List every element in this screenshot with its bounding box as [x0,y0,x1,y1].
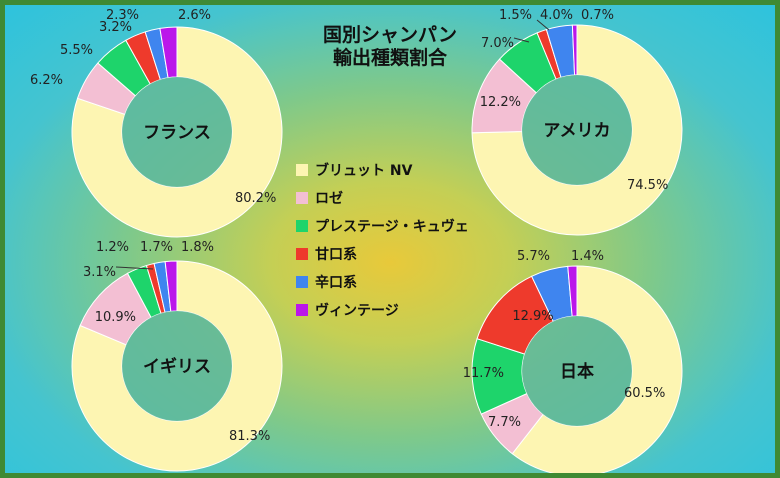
donut-hole [522,316,632,426]
data-label: 1.8% [181,240,214,255]
donut-charts: フランス 80.2% 6.2% 5.5% 3.2%2.3% 2.6% アメリカ 74.5% 12… [30,8,683,473]
legend-label: ヴィンテージ [315,302,399,319]
donut-center-label: アメリカ [543,121,610,141]
data-label: 3.1% [83,265,116,280]
leader-line [536,19,550,31]
legend-item-2: ロゼ [296,190,343,207]
data-label: 1.7% [140,240,173,255]
legend-swatch [296,220,308,232]
donut-hole [122,77,232,187]
legend-item-5: 辛口系 [296,274,357,291]
data-label: 7.0% [481,36,514,51]
data-label: 11.7% [463,366,504,381]
data-label: 1.4% [571,249,604,264]
data-label: 2.3% [106,8,139,23]
data-label: 80.2% [235,191,276,206]
chart-title-line-1: 国別シャンパン [323,24,457,46]
legend-label: ロゼ [315,190,343,207]
legend-item-4: 甘口系 [296,246,357,263]
data-label: 2.6% [178,8,211,23]
legend-label: 甘口系 [315,246,357,263]
data-label: 7.7% [488,415,521,430]
donut-4: 日本 60.5% 7.7% 11.7% 12.9% 5.7% 1.4% [463,249,683,473]
chart-title-line-2: 輸出種類割合 [333,46,448,69]
legend-swatch [296,192,308,204]
data-label: 60.5% [624,386,665,401]
legend-swatch [296,164,308,176]
data-label: 81.3% [229,429,270,444]
donut-center-label: イギリス [143,357,211,377]
legend-label: プレステージ・キュヴェ [315,218,469,235]
donut-3: イギリス 81.3% 10.9% 3.1% 1.2% 1.7% 1.8% [71,240,283,472]
data-label: 5.5% [60,43,93,58]
legend-swatch [296,304,308,316]
legend-swatch [296,276,308,288]
data-label: 0.7% [581,8,614,23]
data-label: 10.9% [95,310,136,325]
data-label: 1.2% [96,240,129,255]
donut-center-label: フランス [143,123,211,143]
chart-canvas: 国別シャンパン 輸出種類割合 フランス 80.2% 6.2% 5.5% 3.2%2.3%… [30,8,683,473]
legend-item-3: プレステージ・キュヴェ [296,218,469,235]
leader-line [115,266,154,270]
data-label: 4.0% [540,8,573,23]
legend-swatch [296,248,308,260]
legend-label: 辛口系 [315,274,357,291]
donut-center-label: 日本 [560,361,594,382]
donut-2: アメリカ 74.5% 12.2% 7.0% 1.5% 4.0% 0.7% [471,8,683,236]
data-label: 1.5% [499,8,532,23]
donut-1: フランス 80.2% 6.2% 5.5% 3.2%2.3% 2.6% [30,8,283,238]
legend-item-1: ブリュット NV [296,162,413,179]
data-label: 74.5% [627,178,668,193]
data-label: 12.9% [512,309,553,324]
data-label: 6.2% [30,73,63,88]
data-label: 5.7% [517,249,550,264]
data-label: 12.2% [480,95,521,110]
data-label: 3.2% [99,20,132,35]
legend-label: ブリュット NV [315,162,413,179]
legend-item-6: ヴィンテージ [296,302,399,319]
leader-line [513,37,530,43]
donut-hole [522,75,632,185]
donut-hole [122,311,232,421]
